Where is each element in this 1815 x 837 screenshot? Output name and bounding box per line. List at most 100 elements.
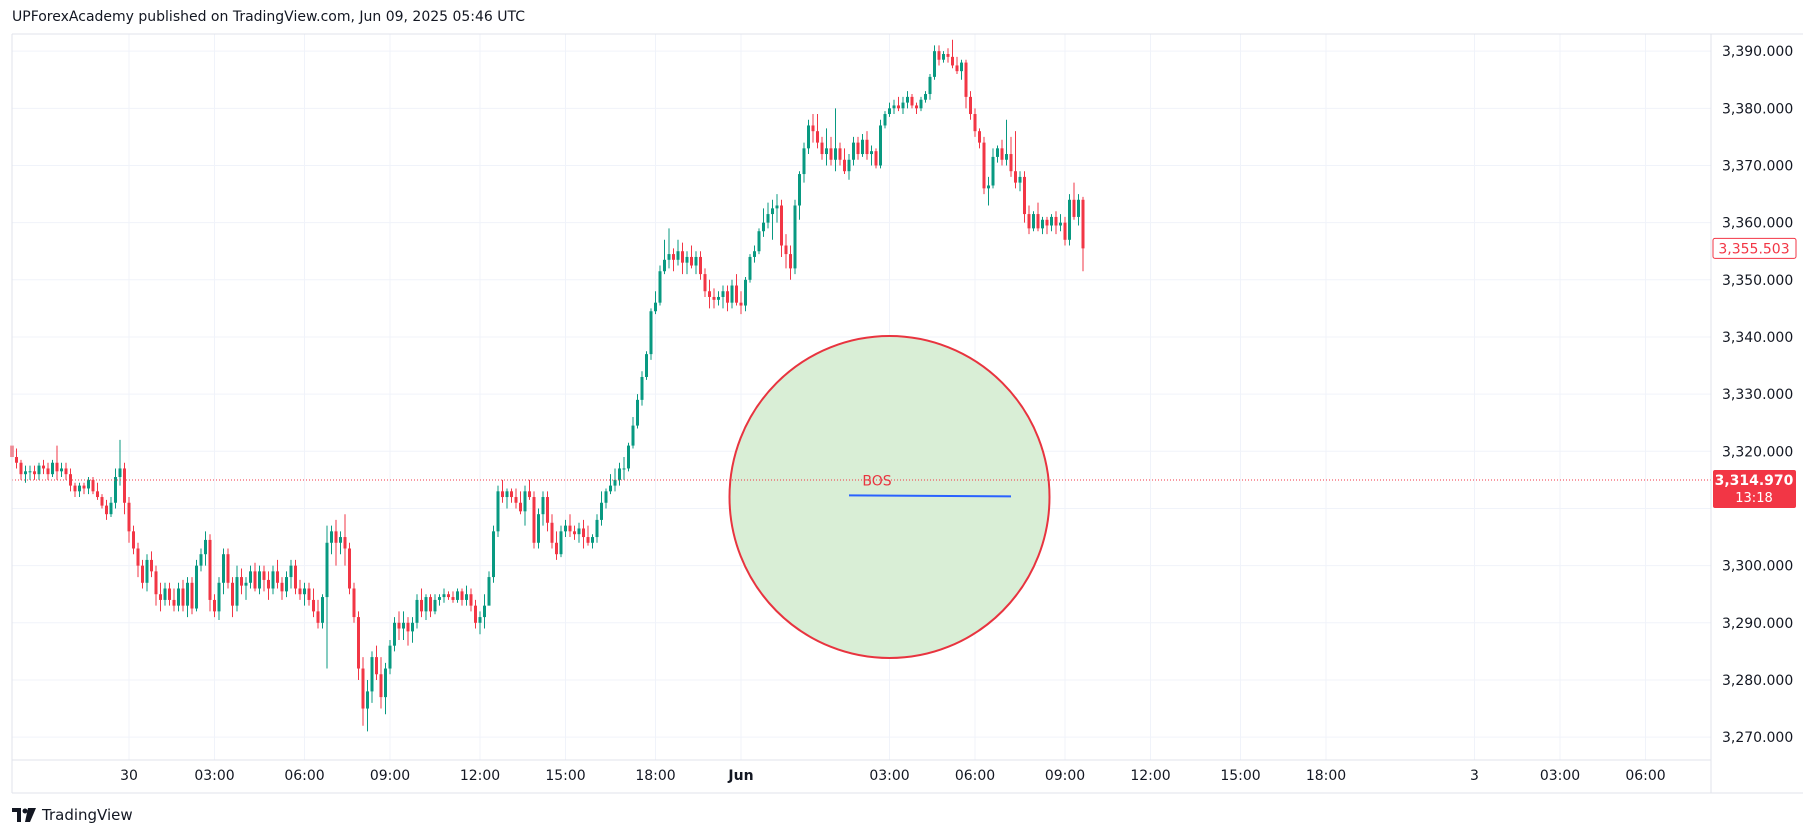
candle-body [168,588,171,600]
candle-body [172,599,176,606]
price-tick-label: 3,300.000 [1722,559,1793,575]
candle-body [442,594,446,598]
candle-body [604,491,608,503]
price-tick-label: 3,330.000 [1722,387,1793,403]
candle-body [654,302,657,312]
candle-body [456,591,459,600]
highlight-circle [728,335,1051,660]
last-close-box [1712,237,1797,259]
candle-body [222,554,225,583]
candle-body [672,254,675,260]
candle-body [982,142,986,189]
candle-body [618,468,621,480]
candle-body [469,594,473,606]
tradingview-logo[interactable]: TradingView [12,806,133,824]
candle-body [685,256,689,263]
candle-body [820,142,824,155]
candle-body [307,588,311,600]
candle-body [658,271,662,303]
candle-body [951,56,954,66]
candle-body [487,577,491,606]
time-tick-label: 06:00 [284,768,324,784]
candle-body [726,291,729,303]
candle-body [1077,199,1080,217]
time-tick-label: 09:00 [370,768,410,784]
candle-body [1045,219,1049,226]
price-tick-label: 3,390.000 [1722,44,1793,60]
candle-body [253,571,257,589]
candle-body [555,542,558,555]
candle-body [946,54,950,57]
candle-body [195,565,198,609]
candle-body [357,617,360,669]
candle-body [298,588,302,595]
candle-body [109,502,113,515]
candle-body [730,285,734,303]
candle-body [987,185,990,189]
candle-body [397,622,401,629]
candle-body [694,256,698,266]
time-tick-label: 03:00 [1540,768,1580,784]
candle-body [1032,214,1035,229]
candle-body [546,497,549,523]
candle-body [361,668,365,709]
candle-body [582,528,585,538]
price-axis: 3,390.000 3,380.000 3,370.000 3,360.000 3,35… [1712,44,1797,746]
candle-body [69,474,72,486]
candle-body [789,254,792,269]
candle-body [928,76,932,95]
candle-body [321,597,324,623]
candle-body [735,285,738,303]
candle-body [262,571,266,580]
time-tick-label: 18:00 [1306,768,1346,784]
candle-body [114,477,117,503]
candle-body [1054,216,1058,226]
candle-body [186,582,189,606]
candle-body [712,296,716,300]
candle-body [312,599,315,612]
time-tick-label: 3 [1470,768,1479,784]
candle-body [375,657,378,675]
bos-line [848,494,1012,498]
candle-body [145,559,149,583]
candle-body [991,156,995,186]
price-tick-label: 3,380.000 [1722,101,1793,117]
candle-body [753,251,756,257]
time-tick-label: 18:00 [635,768,675,784]
candle-body [937,51,941,60]
candle-body [82,485,86,489]
candle-body [748,256,752,280]
candle-body [51,462,54,475]
price-tick-label: 3,320.000 [1722,444,1793,460]
candle-body [483,605,486,618]
candle-body [559,531,563,555]
candle-body [492,531,495,578]
time-tick-label: 06:00 [955,768,995,784]
candle-body [816,131,819,143]
candle-body [330,531,333,543]
candle-body [258,571,261,589]
current-price-label: 3,314.970 [1715,473,1794,489]
candle-body [1059,222,1062,226]
candle-body [33,471,36,475]
time-tick-label: 03:00 [869,768,909,784]
candle-body [523,491,527,512]
candle-body [78,485,81,492]
candle-body [379,674,383,698]
candle-body [42,465,45,469]
price-tick-label: 3,270.000 [1722,730,1793,746]
tradingview-brand: TradingView [42,806,133,824]
candle-body [352,588,356,618]
candle-body [973,114,977,132]
candle-body [46,468,50,475]
candle-body [343,537,347,549]
candle-body [609,485,612,492]
candle-body [393,622,396,646]
candle-body [717,296,720,300]
candle-body [528,491,531,498]
candle-body [24,471,27,475]
candle-body [811,125,815,132]
candle-body [573,531,576,535]
candle-body [663,259,666,272]
